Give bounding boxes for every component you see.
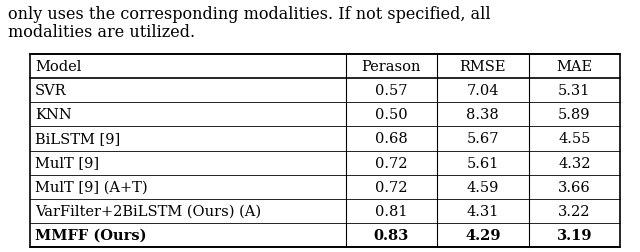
Text: 4.32: 4.32 — [558, 156, 591, 170]
Text: modalities are utilized.: modalities are utilized. — [8, 24, 195, 41]
Text: MAE: MAE — [556, 60, 593, 74]
Text: MulT [9]: MulT [9] — [35, 156, 99, 170]
Text: 0.81: 0.81 — [375, 204, 408, 218]
Text: 3.66: 3.66 — [558, 180, 591, 194]
Text: 5.31: 5.31 — [558, 84, 591, 98]
Text: 3.19: 3.19 — [557, 228, 592, 242]
Text: 5.89: 5.89 — [558, 108, 591, 122]
Text: 8.38: 8.38 — [467, 108, 499, 122]
Text: 4.55: 4.55 — [558, 132, 591, 146]
Text: BiLSTM [9]: BiLSTM [9] — [35, 132, 120, 146]
Text: 0.83: 0.83 — [374, 228, 409, 242]
Text: KNN: KNN — [35, 108, 72, 122]
Text: 0.72: 0.72 — [375, 156, 408, 170]
Text: 5.67: 5.67 — [467, 132, 499, 146]
Text: 4.59: 4.59 — [467, 180, 499, 194]
Text: 0.50: 0.50 — [375, 108, 408, 122]
Text: MulT [9] (A+T): MulT [9] (A+T) — [35, 180, 148, 194]
Text: 4.31: 4.31 — [467, 204, 499, 218]
Text: 5.61: 5.61 — [467, 156, 499, 170]
Text: 0.68: 0.68 — [375, 132, 408, 146]
Text: 4.29: 4.29 — [465, 228, 500, 242]
Text: 7.04: 7.04 — [467, 84, 499, 98]
Text: SVR: SVR — [35, 84, 67, 98]
Text: 0.72: 0.72 — [375, 180, 408, 194]
Text: 0.57: 0.57 — [375, 84, 408, 98]
Text: Perason: Perason — [362, 60, 421, 74]
Text: 3.22: 3.22 — [558, 204, 591, 218]
Text: Model: Model — [35, 60, 81, 74]
Text: RMSE: RMSE — [460, 60, 506, 74]
Text: MMFF (Ours): MMFF (Ours) — [35, 228, 147, 242]
Text: VarFilter+2BiLSTM (Ours) (A): VarFilter+2BiLSTM (Ours) (A) — [35, 204, 261, 218]
Text: only uses the corresponding modalities. If not specified, all: only uses the corresponding modalities. … — [8, 6, 491, 23]
